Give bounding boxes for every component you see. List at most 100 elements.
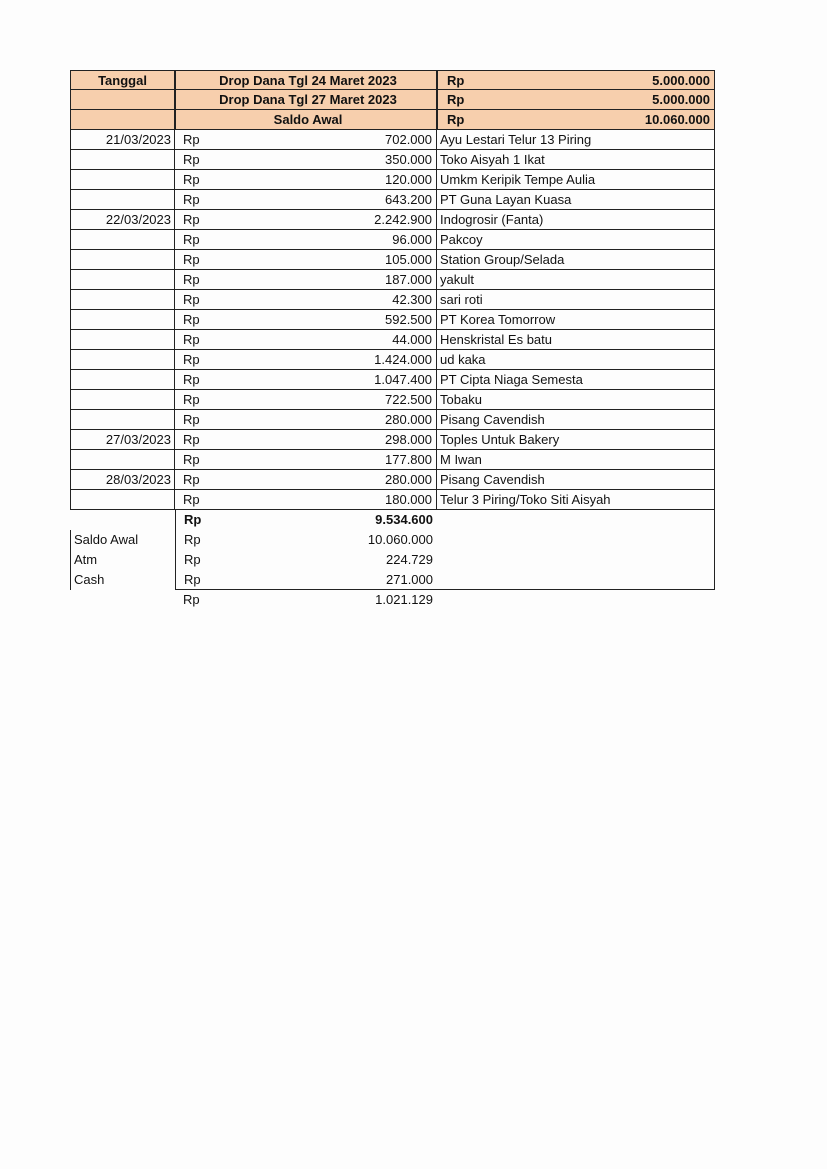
currency: Rp [183,392,200,407]
amount: 1.424.000 [374,352,432,367]
summary-total-cell: Rp 9.534.600 [175,510,437,530]
header-label: Drop Dana Tgl 27 Maret 2023 [175,90,437,110]
currency: Rp [184,572,201,587]
currency: Rp [183,452,200,467]
table-row: Rp 1.424.000 ud kaka [70,350,715,370]
table-row: 21/03/2023 Rp 702.000 Ayu Lestari Telur 13 … [70,130,715,150]
currency: Rp [183,172,200,187]
description-cell: ud kaka [437,350,715,370]
amount: 271.000 [386,572,433,587]
empty-cell [437,510,715,530]
date-cell [70,350,175,370]
table-row: Rp 96.000 Pakcoy [70,230,715,250]
date-cell [70,330,175,350]
summary-label: Saldo Awal [70,530,175,550]
currency: Rp [183,272,200,287]
header-date: Tanggal [70,70,175,90]
description-cell: Tobaku [437,390,715,410]
table-row: Rp 44.000 Henskristal Es batu [70,330,715,350]
amount-cell: Rp 350.000 [175,150,437,170]
summary-remainder-row: Rp 1.021.129 [70,590,715,610]
currency: Rp [183,592,200,607]
header-row-saldo-awal: Saldo Awal Rp 10.060.000 [70,110,715,130]
amount-cell: Rp 280.000 [175,410,437,430]
date-cell [70,390,175,410]
table-row: Rp 177.800 M Iwan [70,450,715,470]
table-row: Rp 187.000 yakult [70,270,715,290]
header-label: Saldo Awal [175,110,437,130]
amount: 10.060.000 [644,112,710,127]
empty-cell [437,530,715,550]
amount: 350.000 [385,152,432,167]
table-row: Rp 350.000 Toko Aisyah 1 Ikat [70,150,715,170]
amount-cell: Rp 177.800 [175,450,437,470]
empty-cell [437,550,715,570]
description-cell: Pisang Cavendish [437,410,715,430]
date-cell: 21/03/2023 [70,130,175,150]
currency: Rp [447,92,465,107]
currency: Rp [183,372,200,387]
amount: 1.047.400 [374,372,432,387]
summary-amount-cell: Rp 271.000 [175,570,437,590]
remainder-cell: Rp 1.021.129 [175,590,437,610]
amount: 224.729 [386,552,433,567]
empty-cell [437,570,715,590]
amount: 722.500 [385,392,432,407]
currency: Rp [183,352,200,367]
header-label-text: Drop Dana Tgl 27 Maret 2023 [219,92,397,107]
currency: Rp [183,432,200,447]
amount: 702.000 [385,132,432,147]
amount: 280.000 [385,412,432,427]
amount-cell: Rp 187.000 [175,270,437,290]
amount: 44.000 [392,332,432,347]
currency: Rp [183,152,200,167]
description-cell: sari roti [437,290,715,310]
currency: Rp [183,232,200,247]
table-row: 27/03/2023 Rp 298.000 Toples Untuk Bakery [70,430,715,450]
table-row: Rp 120.000 Umkm Keripik Tempe Aulia [70,170,715,190]
amount-cell: Rp 722.500 [175,390,437,410]
amount: 177.800 [385,452,432,467]
amount-cell: Rp 2.242.900 [175,210,437,230]
currency: Rp [183,192,200,207]
currency: Rp [183,492,200,507]
header-date-empty [70,110,175,130]
summary-row: Atm Rp 224.729 [70,550,715,570]
currency: Rp [447,73,465,88]
amount-cell: Rp 1.424.000 [175,350,437,370]
date-cell [70,370,175,390]
summary-amount-cell: Rp 224.729 [175,550,437,570]
table-row: Rp 1.047.400 PT Cipta Niaga Semesta [70,370,715,390]
amount-cell: Rp 96.000 [175,230,437,250]
description-cell: M Iwan [437,450,715,470]
total-amount: 9.534.600 [375,512,433,527]
amount-cell: Rp 643.200 [175,190,437,210]
table-row: 22/03/2023 Rp 2.242.900 Indogrosir (Fanta) [70,210,715,230]
currency: Rp [447,112,465,127]
currency: Rp [183,252,200,267]
amount: 592.500 [385,312,432,327]
description-cell: PT Guna Layan Kuasa [437,190,715,210]
amount: 643.200 [385,192,432,207]
amount: 10.060.000 [367,532,433,547]
amount: 42.300 [392,292,432,307]
amount: 120.000 [385,172,432,187]
currency: Rp [183,472,200,487]
currency: Rp [184,532,201,547]
description-cell: Toples Untuk Bakery [437,430,715,450]
date-cell [70,150,175,170]
date-cell [70,290,175,310]
amount-cell: Rp 105.000 [175,250,437,270]
currency: Rp [183,332,200,347]
header-amount-cell: Rp 10.060.000 [437,110,715,130]
amount: 187.000 [385,272,432,287]
amount-cell: Rp 280.000 [175,470,437,490]
summary-label: Atm [70,550,175,570]
date-cell [70,410,175,430]
date-cell [70,310,175,330]
currency: Rp [183,212,200,227]
date-cell: 22/03/2023 [70,210,175,230]
table-row: Rp 280.000 Pisang Cavendish [70,410,715,430]
empty-cell [437,590,715,610]
